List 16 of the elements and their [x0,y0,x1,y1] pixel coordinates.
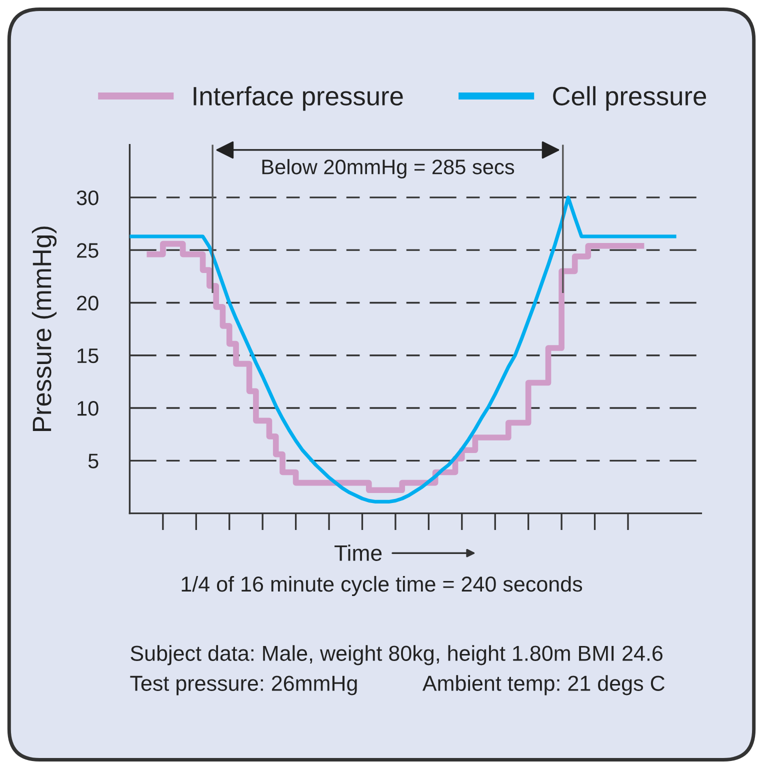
legend-label: Cell pressure [553,86,706,111]
text: Test pressure: 26mmHg [130,676,357,696]
text: 1/4 of 16 minute cycle time = 240 seconds [182,576,582,596]
legend-label: Interface pressure [194,86,403,111]
y-tick-label: 30 [76,190,98,206]
text: Ambient temp: 21 degs C [422,675,665,696]
y-tick-label: 25 [77,243,98,258]
y-tick-label: 15 [78,348,98,364]
text: Subject data: Male, weight 80kg, height 1.80m BMI 24.6 [130,645,662,666]
x-axis-title: Time [334,544,382,561]
y-tick-label: 10 [78,401,98,416]
y-tick-label: 20 [77,296,98,310]
annotation: Below 20mmHg = 285 secs [262,159,514,178]
y-tick-label: 5 [88,454,98,468]
y-axis-title: Pressure (mmHg) [32,226,57,431]
line-series [130,196,676,504]
